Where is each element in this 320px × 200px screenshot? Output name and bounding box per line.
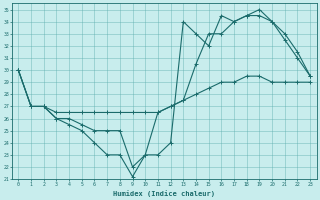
X-axis label: Humidex (Indice chaleur): Humidex (Indice chaleur) bbox=[113, 190, 215, 197]
